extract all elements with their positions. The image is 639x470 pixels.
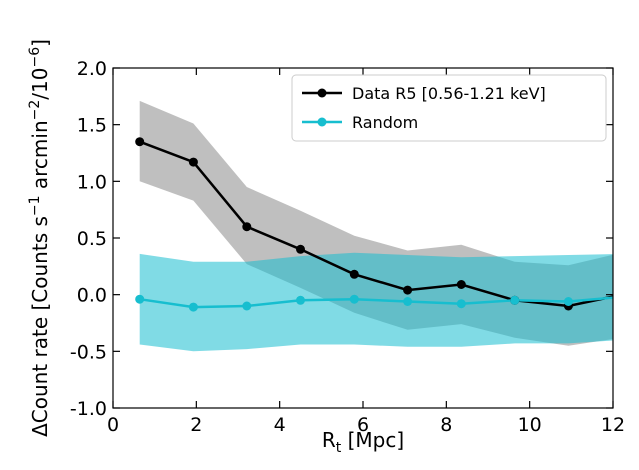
x-axis-label: Rt [Mpc] [322,428,404,456]
x-tick-label: 6 [357,414,369,436]
data-point-random [403,297,413,306]
data-point-data [456,280,466,289]
x-tick-label: 8 [440,414,452,436]
x-tick-label: 4 [274,414,286,436]
x-tick-label: 2 [190,414,202,436]
legend-box [291,74,607,142]
data-point-random [349,294,359,304]
series-points-layer [135,137,626,312]
series-lines-layer [139,140,613,309]
data-point-random [456,299,466,309]
series-line-data [139,140,613,308]
error-bands-layer [139,100,613,352]
legend-marker-data [317,88,327,98]
data-point-random [242,301,252,311]
y-tick-label: -0.5 [70,341,107,363]
legend-label-random: Random [352,113,418,132]
data-point-random [188,302,198,312]
data-point-data [242,222,252,232]
data-point-data [135,137,145,147]
data-point-data [617,290,626,299]
legend-label-data: Data R5 [0.56-1.21 keV] [352,84,546,103]
legend: Data R5 [0.56-1.21 keV] Random [291,74,607,142]
x-axis-label-subscript: t [336,440,342,456]
y-axis-label: ΔCount rate [Counts s−1 arcmin−2/10−6] [27,39,52,437]
data-point-random [617,292,626,301]
x-tick-label: 10 [518,414,542,436]
error-band-random [139,252,613,352]
y-tick-label: 1.5 [77,115,107,137]
y-tick-label: 0.0 [77,285,107,307]
series-line-random [139,296,613,309]
y-tick-label: 1.0 [77,171,107,193]
data-point-data [188,157,198,167]
y-tick-label: 0.5 [77,228,107,250]
data-point-random [296,295,305,305]
data-point-data [403,285,413,295]
data-point-data [296,244,305,254]
legend-marker-random [317,117,327,127]
x-tick-label: 0 [107,414,119,436]
ticks-layer: 0 2 4 6 8 10 12 -1.0 -0.5 0.0 0.5 1.0 1.5 2.0 [70,58,625,436]
x-tick-label: 12 [601,414,625,436]
y-tick-label: -1.0 [70,398,107,420]
data-point-random [563,297,573,306]
data-point-random [135,294,145,304]
data-point-random [510,295,520,305]
data-point-data [349,269,359,279]
y-tick-label: 2.0 [77,58,107,80]
